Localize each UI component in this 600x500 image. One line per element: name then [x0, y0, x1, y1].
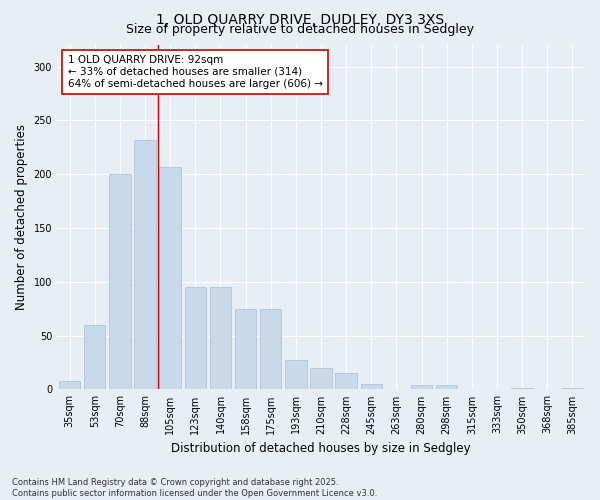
Text: 1 OLD QUARRY DRIVE: 92sqm
← 33% of detached houses are smaller (314)
64% of semi: 1 OLD QUARRY DRIVE: 92sqm ← 33% of detac…	[68, 56, 323, 88]
Bar	[335, 374, 357, 390]
Bar	[361, 384, 382, 390]
Bar	[411, 385, 432, 390]
Text: Contains HM Land Registry data © Crown copyright and database right 2025.
Contai: Contains HM Land Registry data © Crown c…	[12, 478, 377, 498]
Bar	[160, 166, 181, 390]
Bar	[134, 140, 156, 390]
Bar	[109, 174, 131, 390]
Bar	[285, 360, 307, 390]
Bar	[84, 325, 106, 390]
Bar	[235, 308, 256, 390]
Bar	[562, 388, 583, 390]
Bar	[436, 385, 457, 390]
Text: Size of property relative to detached houses in Sedgley: Size of property relative to detached ho…	[126, 22, 474, 36]
Bar	[310, 368, 332, 390]
X-axis label: Distribution of detached houses by size in Sedgley: Distribution of detached houses by size …	[171, 442, 471, 455]
Text: 1, OLD QUARRY DRIVE, DUDLEY, DY3 3XS: 1, OLD QUARRY DRIVE, DUDLEY, DY3 3XS	[156, 12, 444, 26]
Bar	[260, 308, 281, 390]
Y-axis label: Number of detached properties: Number of detached properties	[15, 124, 28, 310]
Bar	[210, 287, 231, 390]
Bar	[511, 388, 533, 390]
Bar	[59, 381, 80, 390]
Bar	[185, 287, 206, 390]
